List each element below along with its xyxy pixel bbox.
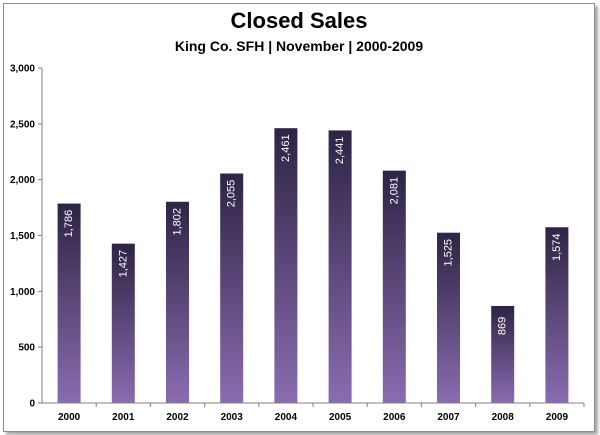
axes-group: 0 500 1,000 1,500 2,000 2,500 3,000 2000 2001 200… bbox=[10, 64, 585, 423]
chart-title: Closed Sales bbox=[230, 8, 368, 33]
bar bbox=[111, 243, 135, 403]
bar bbox=[274, 128, 298, 403]
x-tick-label: 2008 bbox=[492, 412, 515, 423]
x-tick-label: 2004 bbox=[275, 412, 298, 423]
x-tick-label: 2003 bbox=[221, 412, 244, 423]
x-tick-label: 2007 bbox=[437, 412, 460, 423]
chart-subtitle: King Co. SFH | November | 2000-2009 bbox=[174, 38, 424, 54]
data-label: 1,525 bbox=[443, 239, 455, 267]
bars-group: 1,786 1,427 1,802 2,055 2,461 2,441 2,081 1,525… bbox=[57, 128, 569, 403]
data-label: 869 bbox=[497, 317, 509, 335]
bar bbox=[382, 170, 406, 403]
data-label: 1,786 bbox=[63, 210, 75, 238]
data-label: 1,802 bbox=[172, 208, 184, 236]
y-tick-label: 3,000 bbox=[10, 64, 35, 75]
bar bbox=[437, 232, 460, 403]
y-tick-label: 0 bbox=[29, 399, 35, 410]
x-tick-label: 2001 bbox=[112, 412, 135, 423]
y-tick-label: 1,500 bbox=[10, 231, 35, 242]
x-tick-label: 2009 bbox=[546, 412, 569, 423]
bar bbox=[545, 227, 569, 403]
chart-frame: Closed Sales King Co. SFH | November | 2… bbox=[3, 3, 595, 432]
data-label: 1,574 bbox=[551, 233, 563, 261]
data-label: 1,427 bbox=[117, 250, 129, 278]
bar bbox=[491, 305, 515, 403]
y-tick-label: 1,000 bbox=[10, 287, 35, 298]
data-label: 2,055 bbox=[226, 180, 238, 208]
bar bbox=[166, 201, 189, 403]
bar bbox=[220, 173, 244, 403]
data-label: 2,461 bbox=[280, 134, 292, 162]
x-tick-label: 2005 bbox=[329, 412, 352, 423]
bar bbox=[328, 130, 352, 403]
y-tick-label: 2,500 bbox=[10, 119, 35, 130]
bar bbox=[57, 203, 81, 403]
x-tick-label: 2006 bbox=[383, 412, 406, 423]
x-tick-label: 2000 bbox=[58, 412, 81, 423]
data-label: 2,441 bbox=[334, 137, 346, 165]
data-label: 2,081 bbox=[388, 177, 400, 205]
y-tick-label: 500 bbox=[18, 343, 35, 354]
x-tick-label: 2002 bbox=[166, 412, 189, 423]
y-tick-label: 2,000 bbox=[10, 175, 35, 186]
